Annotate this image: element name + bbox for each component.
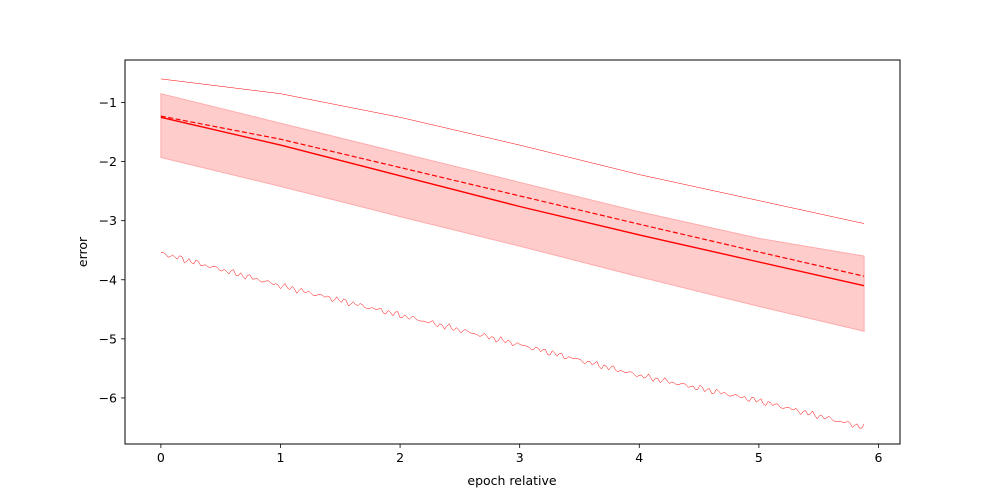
series-line-median	[160, 115, 865, 277]
y-tick-label: −2	[99, 154, 117, 169]
x-tick-label: 5	[755, 450, 763, 465]
x-axis-label: epoch relative	[467, 473, 557, 488]
x-tick-label: 2	[396, 450, 404, 465]
x-tick-label: 1	[277, 450, 285, 465]
series-line-mean	[160, 116, 865, 287]
x-tick-label: 6	[874, 450, 882, 465]
y-tick-label: −6	[99, 390, 117, 405]
series-layer	[160, 78, 865, 429]
series-line-min	[160, 252, 865, 429]
plot-frame	[124, 59, 901, 445]
y-axis-label: error	[75, 236, 90, 267]
series-line-max	[160, 78, 865, 224]
std-band	[160, 93, 865, 332]
x-tick-label: 4	[635, 450, 643, 465]
std-band-layer	[160, 93, 865, 332]
y-tick-label: −3	[99, 213, 117, 228]
x-tick-label: 3	[516, 450, 524, 465]
y-tick-label: −4	[99, 272, 117, 287]
y-axis: −6 −5 −4 −3 −2 −1	[99, 95, 125, 405]
x-axis: 0 1 2 3 4 5 6	[157, 444, 882, 465]
y-tick-label: −5	[99, 331, 117, 346]
y-tick-label: −1	[99, 95, 117, 110]
x-tick-label: 0	[157, 450, 165, 465]
